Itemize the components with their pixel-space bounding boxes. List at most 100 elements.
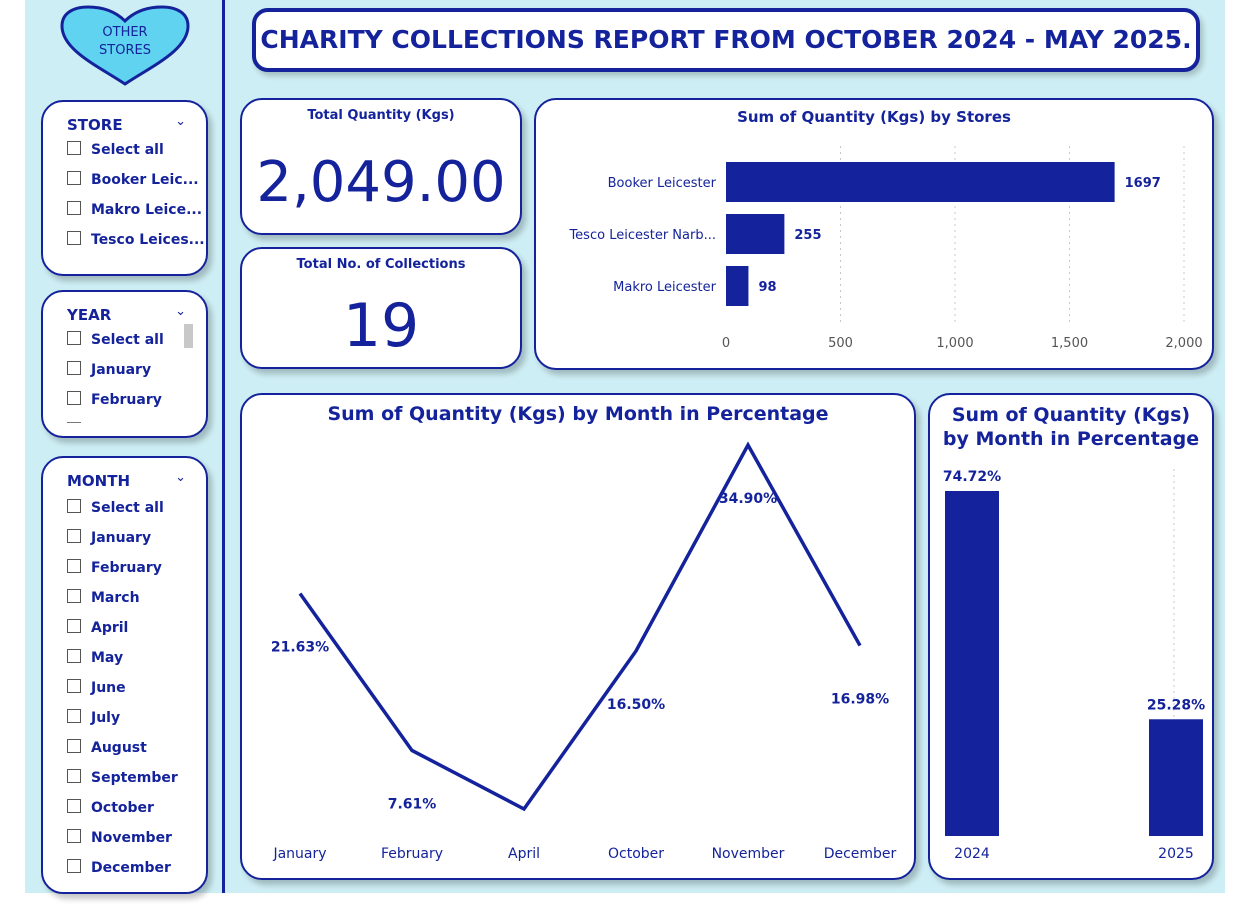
checkbox-icon[interactable] <box>67 649 81 663</box>
x-tick-label: January <box>272 846 326 862</box>
data-label: 25.28% <box>1147 697 1205 713</box>
kpi-total-collections-label: Total No. of Collections <box>296 257 466 272</box>
year-option-february[interactable]: February <box>67 391 162 412</box>
month-option[interactable]: Select all <box>67 499 164 520</box>
option-label: February <box>91 392 162 408</box>
x-tick-label: 0 <box>722 336 730 351</box>
kpi-total-quantity-label: Total Quantity (Kgs) <box>307 108 455 123</box>
report-title: CHARITY COLLECTIONS REPORT FROM OCTOBER … <box>260 25 1192 54</box>
partial-checkbox <box>67 422 81 427</box>
month-slicer-header: MONTH <box>67 472 131 490</box>
data-label: 255 <box>794 228 821 243</box>
x-tick-label: 1,500 <box>1051 336 1088 351</box>
month-option[interactable]: December <box>67 859 171 880</box>
data-label: 21.63% <box>271 640 329 656</box>
checkbox-icon[interactable] <box>67 859 81 873</box>
year-bar-chart-title: Sum of Quantity (Kgs) by Month in Percen… <box>942 404 1200 450</box>
data-label: 74.72% <box>943 469 1001 485</box>
option-label: March <box>91 590 140 606</box>
checkbox-icon[interactable] <box>67 799 81 813</box>
kpi-total-quantity-value: 2,049.00 <box>256 150 506 215</box>
checkbox-icon[interactable] <box>67 709 81 723</box>
year-slicer[interactable]: YEAR ⌄ Select all January February <box>41 290 208 438</box>
x-tick-label: October <box>608 846 664 862</box>
kpi-total-quantity: Total Quantity (Kgs) 2,049.00 <box>240 98 522 235</box>
checkbox-icon[interactable] <box>67 619 81 633</box>
option-label: November <box>91 830 172 846</box>
checkbox-icon[interactable] <box>67 529 81 543</box>
slicer-scrollbar[interactable] <box>184 324 193 348</box>
checkbox-icon[interactable] <box>67 739 81 753</box>
store-option-select-all[interactable]: Select all <box>67 141 164 162</box>
option-label: July <box>91 710 121 726</box>
month-option[interactable]: February <box>67 559 162 580</box>
checkbox-icon[interactable] <box>67 141 81 155</box>
x-tick-label: November <box>712 846 785 862</box>
option-label: Select all <box>91 332 164 348</box>
checkbox-icon[interactable] <box>67 679 81 693</box>
store-slicer[interactable]: STORE ⌄ Select all Booker Leic... Makro … <box>41 100 208 276</box>
x-tick-label: 2024 <box>954 846 990 862</box>
checkbox-icon[interactable] <box>67 331 81 345</box>
option-label: December <box>91 860 171 876</box>
checkbox-icon[interactable] <box>67 171 81 185</box>
store-slicer-header: STORE <box>67 116 123 134</box>
year-bar-chart-card: Sum of Quantity (Kgs) by Month in Percen… <box>928 393 1214 880</box>
chevron-down-icon[interactable]: ⌄ <box>175 114 186 129</box>
year-option-january[interactable]: January <box>67 361 151 382</box>
month-option[interactable]: July <box>67 709 121 730</box>
chevron-down-icon[interactable]: ⌄ <box>175 470 186 485</box>
month-option[interactable]: May <box>67 649 124 670</box>
option-label: Booker Leic... <box>91 172 199 188</box>
category-label: Makro Leicester <box>613 280 716 295</box>
store-option-tesco[interactable]: Tesco Leices... <box>67 231 205 252</box>
other-stores-label: OTHER STORES <box>58 24 192 60</box>
heart-icon <box>60 5 190 86</box>
month-option[interactable]: November <box>67 829 172 850</box>
month-option[interactable]: March <box>67 589 140 610</box>
option-label: May <box>91 650 124 666</box>
checkbox-icon[interactable] <box>67 231 81 245</box>
month-option[interactable]: August <box>67 739 147 760</box>
option-label: February <box>91 560 162 576</box>
x-tick-label: 2025 <box>1158 846 1194 862</box>
x-tick-label: 2,000 <box>1165 336 1202 351</box>
month-line-chart-title: Sum of Quantity (Kgs) by Month in Percen… <box>327 403 829 425</box>
checkbox-icon[interactable] <box>67 499 81 513</box>
checkbox-icon[interactable] <box>67 769 81 783</box>
checkbox-icon[interactable] <box>67 559 81 573</box>
checkbox-icon[interactable] <box>67 201 81 215</box>
checkbox-icon[interactable] <box>67 829 81 843</box>
chevron-down-icon[interactable]: ⌄ <box>175 304 186 319</box>
month-slicer[interactable]: MONTH ⌄ Select all January February March Ap… <box>41 456 208 894</box>
store-option-makro[interactable]: Makro Leice... <box>67 201 203 222</box>
x-tick-label: February <box>381 846 443 862</box>
data-label: 98 <box>758 280 776 295</box>
month-option[interactable]: June <box>67 679 126 700</box>
option-label: September <box>91 770 178 786</box>
month-line-chart-card: Sum of Quantity (Kgs) by Month in Percen… <box>240 393 916 880</box>
bar <box>726 162 1115 202</box>
year-bar-chart: 74.72% 2024 25.28% 2025 <box>943 469 1205 862</box>
month-option[interactable]: October <box>67 799 154 820</box>
month-option[interactable]: April <box>67 619 128 640</box>
month-option[interactable]: September <box>67 769 178 790</box>
x-tick-label: December <box>824 846 897 862</box>
checkbox-icon[interactable] <box>67 361 81 375</box>
data-label: 7.61% <box>388 796 437 812</box>
stores-bar-chart-card: Sum of Quantity (Kgs) by Stores 0 500 1,00… <box>534 98 1214 370</box>
category-label: Tesco Leicester Narb... <box>568 228 716 243</box>
year-slicer-header: YEAR <box>67 306 112 324</box>
category-label: Booker Leicester <box>608 176 717 191</box>
checkbox-icon[interactable] <box>67 391 81 405</box>
bar <box>726 266 749 306</box>
kpi-total-collections-value: 19 <box>342 291 420 361</box>
option-label: Makro Leice... <box>91 202 203 218</box>
month-option[interactable]: January <box>67 529 151 550</box>
store-option-booker[interactable]: Booker Leic... <box>67 171 199 192</box>
checkbox-icon[interactable] <box>67 589 81 603</box>
report-title-box: CHARITY COLLECTIONS REPORT FROM OCTOBER … <box>252 8 1200 72</box>
year-option-select-all[interactable]: Select all <box>67 331 164 352</box>
other-stores-button[interactable]: OTHER STORES <box>58 4 192 88</box>
x-tick-label: 500 <box>828 336 853 351</box>
